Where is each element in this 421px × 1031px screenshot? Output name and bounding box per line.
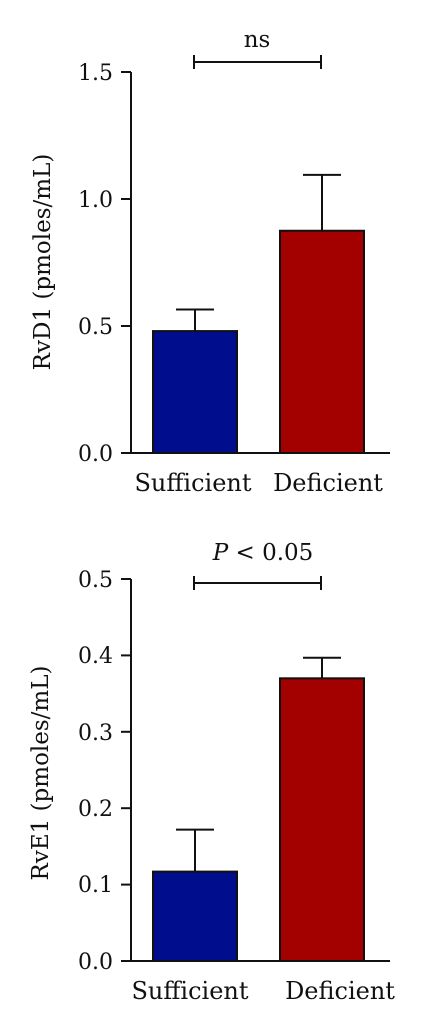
error-bar-deficient: [303, 173, 341, 231]
bar-deficient: [279, 677, 365, 962]
y-axis-title: RvE1 (pmoles/mL): [28, 666, 54, 881]
y-tick-label: 0.4: [78, 644, 113, 669]
y-tick-label: 0.3: [78, 721, 113, 746]
y-tick-label: 0.0: [78, 442, 113, 467]
y-axis: 0.5 0.4 0.3 0.2 0.1 0.0: [78, 568, 132, 975]
p-symbol: P: [212, 540, 229, 566]
x-tick-label-deficient: Deficient: [273, 469, 383, 497]
x-tick-label-deficient: Deficient: [285, 977, 395, 1005]
y-axis: 1.5 1.0 0.5 0.0: [78, 61, 132, 467]
y-tick-label: 0.5: [78, 315, 113, 340]
p-threshold: < 0.05: [228, 540, 313, 566]
chart-rvd1: RvD1 (pmoles/mL) 1.5 1.0 0.5 0.0 Suffici…: [30, 27, 390, 497]
y-tick-label: 1.0: [78, 188, 113, 213]
y-tick-label: 0.2: [78, 797, 113, 822]
chart-rve1: RvE1 (pmoles/mL) 0.5 0.4 0.3 0.2 0.1 0.0: [28, 540, 395, 1005]
error-bar-sufficient: [176, 828, 214, 872]
y-tick-label: 0.0: [78, 950, 113, 975]
error-bar-sufficient: [176, 308, 214, 332]
significance-label: ns: [244, 27, 271, 53]
y-tick-label: 0.1: [78, 873, 113, 898]
y-axis-title: RvD1 (pmoles/mL): [30, 154, 56, 371]
x-tick-label-sufficient: Sufficient: [134, 469, 251, 497]
y-tick-label: 1.5: [78, 61, 113, 86]
significance-bracket: P < 0.05: [193, 540, 322, 590]
bar-sufficient: [152, 330, 238, 454]
significance-bracket: ns: [193, 27, 322, 69]
bar-deficient: [279, 229, 365, 454]
x-tick-label-sufficient: Sufficient: [131, 977, 248, 1005]
error-bar-deficient: [303, 656, 341, 679]
y-tick-label: 0.5: [78, 568, 113, 593]
bar-sufficient: [152, 870, 238, 962]
significance-label: P < 0.05: [212, 540, 314, 566]
